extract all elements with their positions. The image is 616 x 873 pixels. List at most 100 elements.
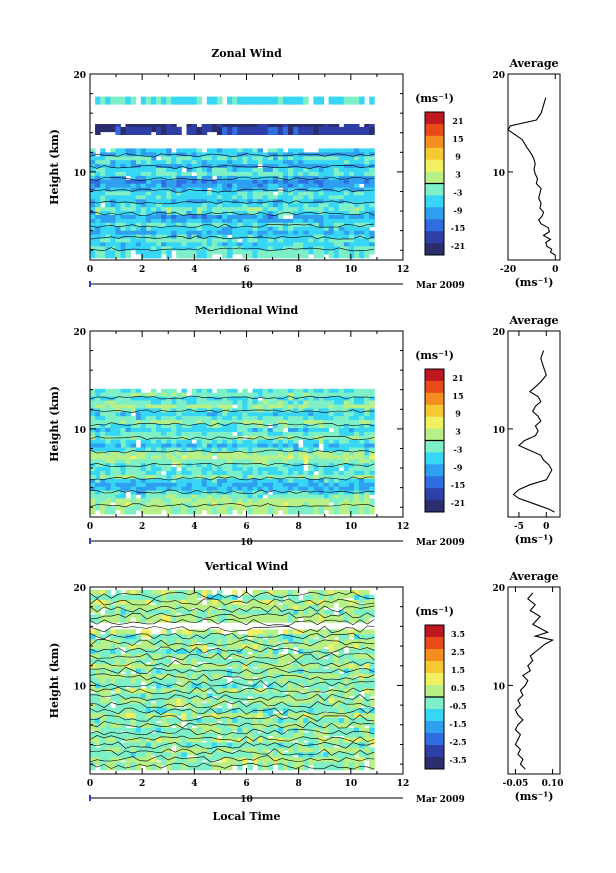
heatmap-cell (369, 737, 375, 746)
heatmap-cell (95, 388, 101, 397)
heatmap-cell (130, 126, 137, 135)
heatmap-cell (262, 164, 269, 173)
heatmap-cell (364, 747, 370, 756)
heatmap-cell (216, 649, 223, 658)
heatmap-cell (186, 594, 192, 603)
heatmap-cell (318, 126, 324, 135)
heatmap-cell (298, 698, 304, 707)
heatmap-cell (333, 752, 340, 761)
heatmap-cell (95, 431, 101, 440)
heatmap-cell (176, 762, 182, 771)
heatmap-cell (211, 698, 218, 707)
heatmap-cell (100, 673, 106, 682)
heatmap-cell (232, 713, 238, 722)
contour-line (89, 591, 375, 599)
heatmap-cell (206, 250, 213, 259)
heatmap-cell (343, 678, 350, 687)
heatmap-cell (277, 717, 284, 726)
heatmap-cell (348, 649, 355, 658)
heatmap-cell (95, 502, 101, 511)
heatmap-cell (181, 727, 187, 736)
heatmap-cell (293, 639, 299, 648)
heatmap-cell (262, 594, 269, 603)
heatmap-cell (308, 742, 314, 751)
heatmap-cell (140, 713, 147, 722)
heatmap-cell (247, 594, 253, 603)
heatmap-cell (272, 590, 279, 599)
heatmap-cell (272, 742, 279, 751)
heatmap-cell (267, 658, 274, 667)
heatmap-cell (125, 609, 131, 618)
heatmap-cell (318, 658, 324, 667)
heatmap-cell (272, 629, 279, 638)
heatmap-cell (171, 590, 177, 599)
heatmap-cell (211, 168, 218, 177)
heatmap-cell (105, 678, 111, 687)
heatmap-cell (318, 639, 324, 648)
heatmap-cell (272, 506, 279, 515)
heatmap-cell (338, 752, 345, 761)
heatmap-cell (135, 634, 142, 643)
heatmap-cell (293, 698, 299, 707)
heatmap-cell (145, 708, 152, 717)
heatmap-cell (95, 187, 101, 196)
heatmap-cell (211, 246, 218, 255)
contour-line (89, 503, 375, 508)
heatmap-cell (272, 126, 279, 135)
heatmap-cell (181, 160, 187, 169)
y-tick-label: 20 (73, 328, 86, 338)
heatmap-cell (130, 634, 137, 643)
contour-lines (89, 395, 375, 508)
heatmap-cell (125, 708, 131, 717)
heatmap-cell (222, 599, 228, 608)
heatmap-cell (252, 649, 258, 658)
heatmap-cell (140, 698, 147, 707)
heatmap-cell (135, 678, 142, 687)
heatmap-cell (176, 747, 182, 756)
heatmap-cell (232, 396, 238, 405)
heatmap-cell (161, 663, 167, 672)
heatmap-cell (191, 506, 197, 515)
contour-line (89, 153, 375, 158)
heatmap-cell (90, 490, 96, 499)
heatmap-cell (282, 604, 289, 613)
heatmap-cell (201, 722, 208, 731)
heatmap-cell (145, 713, 152, 722)
heatmap-cell (196, 599, 203, 608)
heatmap-cell (303, 614, 309, 623)
heatmap-cell (247, 609, 253, 618)
colorbar-tick-label: 9 (455, 152, 461, 162)
heatmap-cell (364, 447, 370, 456)
heatmap-cell (120, 614, 126, 623)
heatmap-cell (282, 668, 289, 677)
heatmap-cell (125, 663, 131, 672)
heatmap-cell (242, 156, 248, 165)
heatmap-cell (110, 654, 116, 663)
heatmap-cell (110, 412, 116, 421)
heatmap-cell (262, 424, 269, 433)
heatmap-cell (196, 683, 203, 692)
heatmap-cell (191, 762, 197, 771)
heatmap-cell (364, 713, 370, 722)
heatmap-cell (110, 717, 116, 726)
heatmap-cell (135, 673, 142, 682)
heatmap-cell (145, 752, 152, 761)
heatmap-cell (161, 713, 167, 722)
heatmap-cell (252, 609, 258, 618)
heatmap-cell (293, 742, 299, 751)
heatmap-cell (313, 762, 319, 771)
heatmap-cell (277, 757, 284, 766)
heatmap-cell (216, 678, 223, 687)
heatmap-cell (313, 594, 319, 603)
colorbar-tick-label: -21 (451, 498, 465, 508)
heatmap-cell (323, 400, 329, 409)
heatmap-cell (333, 614, 340, 623)
heatmap-cell (298, 747, 304, 756)
heatmap-cell (186, 654, 192, 663)
heatmap-cell (333, 708, 340, 717)
heatmap-cell (191, 708, 197, 717)
heatmap-cell (252, 683, 258, 692)
heatmap-cell (303, 644, 309, 653)
heatmap-cell (145, 639, 152, 648)
